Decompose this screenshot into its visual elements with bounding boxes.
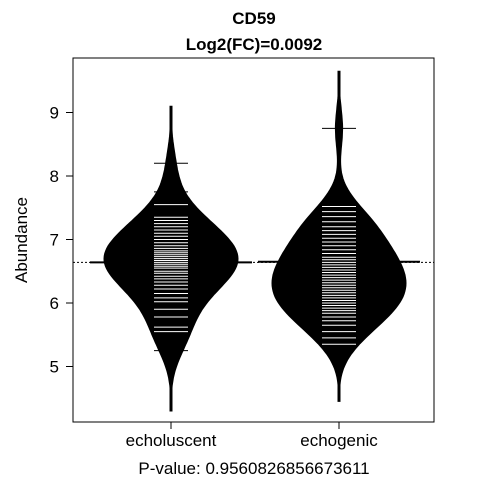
chart-subtitle: Log2(FC)=0.0092 bbox=[186, 35, 323, 54]
y-tick-label: 6 bbox=[50, 294, 59, 313]
y-tick-label: 8 bbox=[50, 167, 59, 186]
chart-title: CD59 bbox=[232, 9, 275, 28]
p-value-label: P-value: 0.9560826856673611 bbox=[138, 459, 369, 478]
x-tick-label-echoluscent: echoluscent bbox=[126, 431, 217, 450]
x-tick-label-echogenic: echogenic bbox=[300, 431, 378, 450]
y-axis-label: Abundance bbox=[12, 197, 31, 283]
y-tick-label: 5 bbox=[50, 358, 59, 377]
y-tick-label: 7 bbox=[50, 231, 59, 250]
y-tick-label: 9 bbox=[50, 104, 59, 123]
